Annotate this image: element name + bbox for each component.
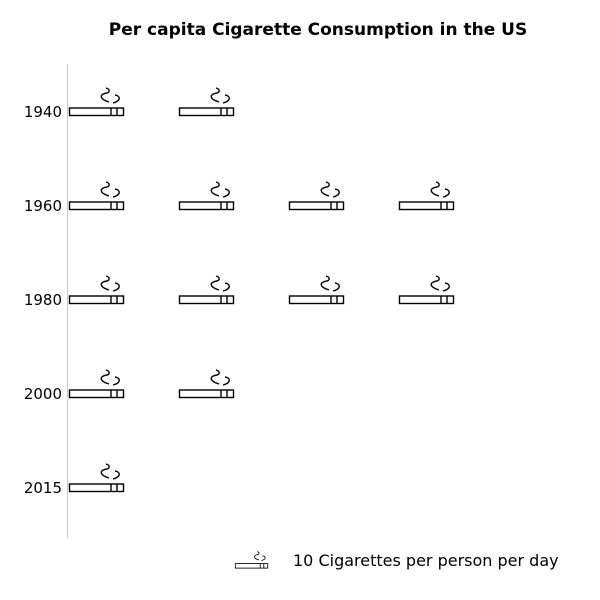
cigarette-icon [68,181,125,211]
cigarette-icon [178,369,235,399]
cigarette-icon [68,275,125,305]
chart-title: Per capita Cigarette Consumption in the … [108,20,528,40]
cigarette-icon [178,87,235,117]
category-label: 2000 [24,385,62,403]
cigarette-icon [398,275,455,305]
legend-label: 10 Cigarettes per person per day [293,550,559,570]
cigarette-icon [288,181,345,211]
cigarette-icon [178,275,235,305]
cigarette-icon [68,87,125,117]
cigarette-icon [68,369,125,399]
category-label: 1960 [24,197,62,215]
legend-cigarette-icon [234,551,269,569]
cigarette-icon [398,181,455,211]
category-label: 1940 [24,103,62,121]
category-label: 2015 [24,479,62,497]
category-label: 1980 [24,291,62,309]
cigarette-icon [288,275,345,305]
cigarette-icon [68,463,125,493]
cigarette-icon [178,181,235,211]
legend: 10 Cigarettes per person per day [234,548,559,572]
